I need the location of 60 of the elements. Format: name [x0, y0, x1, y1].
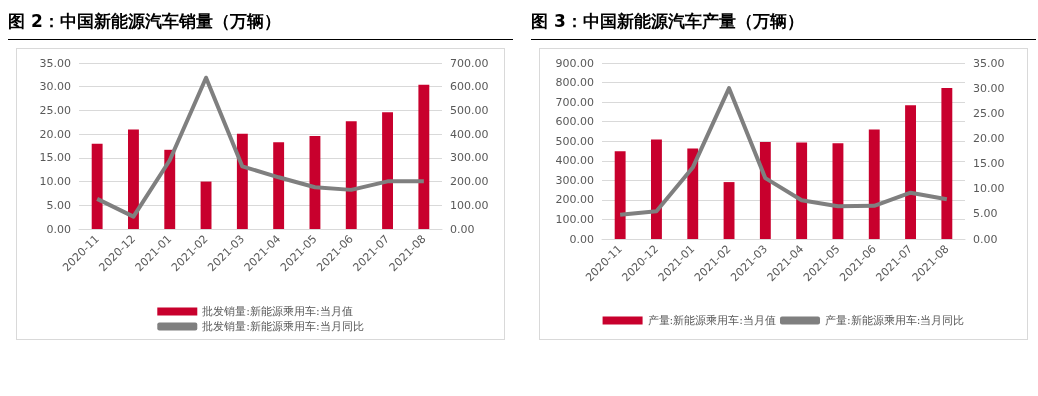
- y2-tick-label: 300.00: [450, 151, 489, 165]
- y-tick-label: 900.00: [555, 56, 594, 70]
- line-series: [618, 86, 949, 217]
- bar: [164, 149, 176, 229]
- bar: [941, 88, 953, 239]
- legend-label: 产量:新能源乘用车:当月值: [647, 314, 777, 327]
- legend-label: 批发销量:新能源乘用车:当月同比: [202, 320, 364, 333]
- y2-tick-label: 500.00: [450, 103, 489, 117]
- line-series: [95, 75, 426, 219]
- chart-title: 图 3：中国新能源汽车产量（万辆）: [531, 8, 1036, 40]
- bar: [759, 142, 771, 239]
- y2-tick-label: 100.00: [450, 198, 489, 212]
- y-tick-label: 25.00: [39, 103, 71, 117]
- y-tick-label: 30.00: [39, 80, 71, 94]
- y-tick-label: 400.00: [555, 154, 594, 168]
- y2-tick-label: 25.00: [973, 106, 1005, 120]
- y2-tick-label: 5.00: [973, 207, 998, 221]
- bar: [382, 112, 393, 229]
- y-tick-label: 20.00: [39, 127, 71, 141]
- y-tick-label: 0.00: [569, 232, 594, 246]
- bar: [91, 143, 103, 229]
- y-tick-label: 0.00: [46, 222, 71, 236]
- y2-tick-label: 15.00: [973, 157, 1005, 171]
- bar: [651, 139, 662, 239]
- chart-title: 图 2：中国新能源汽车销量（万辆）: [8, 8, 513, 40]
- y-tick-label: 5.00: [46, 198, 71, 212]
- bar: [200, 181, 212, 229]
- y-tick-label: 10.00: [39, 175, 71, 189]
- bar: [723, 182, 735, 239]
- y-tick-label: 700.00: [555, 95, 594, 109]
- y2-tick-label: 35.00: [973, 56, 1005, 70]
- y-tick-label: 200.00: [555, 193, 594, 207]
- bar: [868, 129, 880, 239]
- y-tick-label: 15.00: [39, 151, 71, 165]
- legend-label: 批发销量:新能源乘用车:当月值: [202, 305, 353, 318]
- y-tick-label: 600.00: [555, 115, 594, 129]
- bar: [687, 148, 699, 239]
- bar: [614, 151, 626, 239]
- y-tick-label: 300.00: [555, 173, 594, 187]
- bar: [273, 142, 285, 229]
- y-tick-label: 800.00: [555, 76, 594, 90]
- bar: [796, 142, 808, 239]
- legend-label: 产量:新能源乘用车:当月同比: [825, 314, 965, 327]
- y2-tick-label: 0.00: [973, 232, 998, 246]
- y2-tick-label: 10.00: [973, 182, 1005, 196]
- y-tick-label: 35.00: [39, 56, 71, 70]
- bar: [418, 84, 430, 229]
- bar: [128, 129, 139, 229]
- y2-tick-label: 30.00: [973, 81, 1005, 95]
- y2-tick-label: 600.00: [450, 80, 489, 94]
- y-tick-label: 100.00: [555, 212, 594, 226]
- bar: [905, 105, 916, 239]
- y2-tick-label: 20.00: [973, 131, 1005, 145]
- y2-tick-label: 200.00: [450, 175, 489, 189]
- y-tick-label: 500.00: [555, 134, 594, 148]
- bar: [345, 121, 357, 229]
- bar: [236, 133, 248, 229]
- y2-tick-label: 400.00: [450, 127, 489, 141]
- y2-tick-label: 0.00: [450, 222, 475, 236]
- y2-tick-label: 700.00: [450, 56, 489, 70]
